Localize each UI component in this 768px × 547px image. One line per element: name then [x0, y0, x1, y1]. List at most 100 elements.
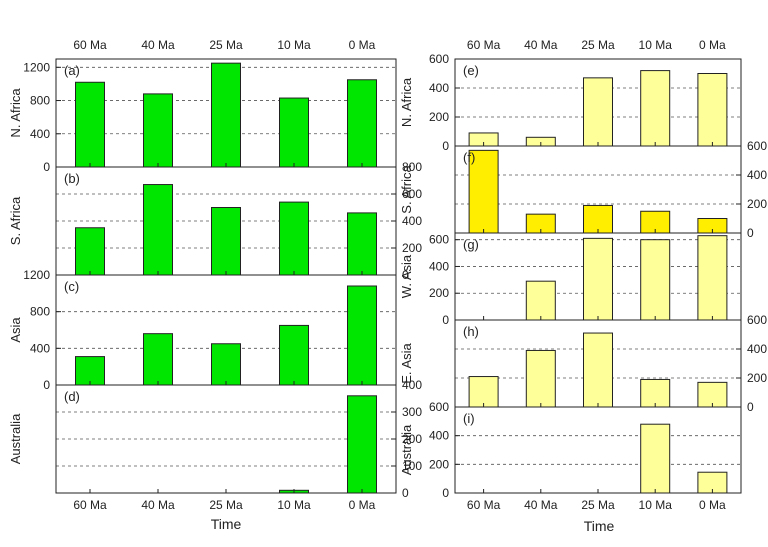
bar: [347, 212, 377, 276]
y-tick-label: 200: [402, 241, 422, 255]
bar: [347, 395, 377, 494]
left-bottom-tick-label: 0 Ma: [349, 498, 376, 512]
bar: [75, 356, 105, 386]
right-top-tick-label: 25 Ma: [581, 38, 615, 52]
panel-i: 0 200 400 600 (i) Australia: [399, 400, 742, 500]
left-bottom-tick-label: 40 Ma: [141, 498, 175, 512]
bar: [279, 324, 309, 386]
bar: [143, 333, 173, 386]
y-tick-label: 600: [747, 313, 767, 327]
bar: [697, 381, 728, 408]
y-tick-label: 0: [402, 268, 409, 282]
bar: [583, 237, 613, 321]
y-tick-label: 200: [747, 371, 767, 385]
y-tick-label: 400: [30, 341, 50, 355]
left-top-tick-label: 0 Ma: [349, 38, 376, 52]
y-tick-label: 0: [747, 400, 754, 414]
right-top-tick-label: 60 Ma: [467, 38, 501, 52]
bar: [583, 77, 613, 147]
bar: [143, 93, 173, 168]
bar: [347, 285, 377, 386]
panel-tag: (b): [64, 171, 80, 186]
bar: [75, 81, 105, 168]
y-axis-label: Australia: [8, 413, 23, 464]
panel-tag: (h): [463, 324, 479, 339]
bar: [640, 70, 671, 147]
y-tick-label: 1200: [23, 268, 50, 282]
right-bottom-tick-label: 25 Ma: [581, 498, 615, 512]
panel-tag: (a): [64, 63, 80, 78]
bar: [211, 207, 241, 276]
y-axis-label: Asia: [8, 317, 23, 343]
y-tick-label: 200: [429, 286, 449, 300]
panel-tag: (c): [64, 279, 79, 294]
panel-b: 0 200 400 600 800 (b) S. Africa: [8, 160, 422, 282]
y-tick-label: 400: [429, 81, 449, 95]
y-axis-label: N. Africa: [8, 88, 23, 138]
bar: [640, 378, 671, 408]
bar: [143, 184, 173, 276]
y-axis-label: W. Asia: [399, 254, 414, 298]
y-tick-label: 0: [442, 486, 449, 500]
y-tick-label: 600: [429, 52, 449, 66]
y-tick-label: 800: [30, 305, 50, 319]
y-tick-label: 0: [442, 139, 449, 153]
left-bottom-tick-label: 10 Ma: [277, 498, 311, 512]
bar: [211, 343, 241, 386]
left-column-panels: 0 400 800 1200 (a) N. Africa 0 200 400 600 800 (b) S…: [8, 38, 422, 512]
y-tick-label: 0: [442, 313, 449, 327]
y-tick-label: 600: [747, 139, 767, 153]
left-top-tick-label: 40 Ma: [141, 38, 175, 52]
y-tick-label: 600: [429, 233, 449, 247]
panel-a: 0 400 800 1200 (a) N. Africa: [8, 58, 397, 174]
right-bottom-tick-label: 10 Ma: [639, 498, 673, 512]
bar: [640, 423, 671, 494]
y-axis-label: Australia: [399, 424, 414, 475]
y-tick-label: 400: [747, 342, 767, 356]
panel-f: 0 200 400 600 (f) S. Africa: [399, 139, 767, 240]
panel-tag: (f): [463, 150, 475, 165]
y-tick-label: 100: [402, 459, 422, 473]
bar: [640, 239, 671, 321]
y-tick-label: 400: [747, 168, 767, 182]
panel-g: 0 200 400 600 (g) W. Asia: [399, 232, 742, 327]
right-xaxis-title: Time: [584, 518, 615, 534]
panel-h: 0 200 400 600 (h) E. Asia: [399, 313, 767, 414]
y-tick-label: 600: [402, 187, 422, 201]
bar: [525, 280, 556, 321]
y-tick-label: 200: [429, 457, 449, 471]
y-axis-label: S. Africa: [8, 196, 23, 245]
panel-tag: (g): [463, 237, 479, 252]
y-tick-label: 800: [30, 94, 50, 108]
y-axis-label: E. Asia: [399, 342, 414, 383]
bar: [468, 149, 499, 234]
panel-tag: (i): [463, 411, 475, 426]
left-top-tick-label: 25 Ma: [209, 38, 243, 52]
y-tick-label: 200: [402, 432, 422, 446]
right-top-tick-label: 40 Ma: [524, 38, 558, 52]
y-axis-label: N. Africa: [399, 77, 414, 127]
bar: [75, 227, 105, 276]
panel-tag: (e): [463, 63, 479, 78]
bar: [468, 376, 499, 408]
right-top-tick-label: 10 Ma: [639, 38, 673, 52]
y-tick-label: 600: [429, 400, 449, 414]
y-tick-label: 300: [402, 405, 422, 419]
left-top-tick-label: 10 Ma: [277, 38, 311, 52]
left-bottom-tick-label: 60 Ma: [73, 498, 107, 512]
y-tick-label: 400: [402, 378, 422, 392]
bar: [279, 201, 309, 276]
panel-tag: (d): [64, 389, 80, 404]
y-tick-label: 0: [402, 486, 409, 500]
y-tick-label: 0: [747, 226, 754, 240]
y-tick-label: 800: [402, 160, 422, 174]
y-tick-label: 400: [402, 214, 422, 228]
y-tick-label: 0: [43, 160, 50, 174]
y-tick-label: 200: [747, 197, 767, 211]
bar: [347, 79, 377, 168]
right-column-panels: 0 200 400 600 (e) N. Africa 0 200 400 600 (f) S. Af…: [399, 38, 767, 512]
bar: [697, 235, 728, 321]
y-tick-label: 400: [30, 127, 50, 141]
right-bottom-tick-label: 40 Ma: [524, 498, 558, 512]
